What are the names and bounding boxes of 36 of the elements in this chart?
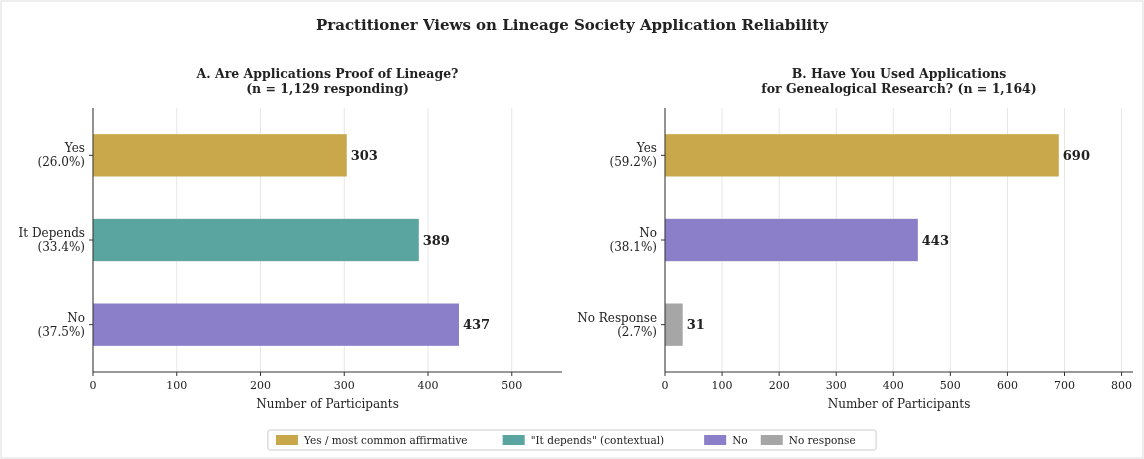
x-tick-label: 0 — [89, 379, 97, 392]
x-tick-label: 500 — [501, 379, 523, 392]
data-label: 690 — [1062, 147, 1090, 163]
x-tick-label: 200 — [250, 379, 271, 392]
legend-label: Yes / most common affirmative — [302, 433, 468, 446]
x-tick-label: 800 — [1111, 379, 1133, 392]
x-tick-label: 600 — [996, 379, 1018, 392]
x-tick-label: 500 — [939, 379, 961, 392]
x-tick-label: 700 — [1054, 379, 1076, 392]
legend-label: No — [732, 433, 748, 446]
data-label: 389 — [422, 232, 450, 248]
x-tick-label: 400 — [417, 379, 439, 392]
legend-label: "It depends" (contextual) — [530, 433, 665, 446]
data-label: 437 — [462, 317, 491, 333]
data-label: 31 — [686, 317, 705, 333]
y-tick-label: It Depends (33.4%) — [18, 226, 85, 254]
x-tick-label: 300 — [825, 379, 847, 392]
x-tick-label: 0 — [661, 379, 669, 392]
y-tick-label: No (37.5%) — [37, 310, 85, 339]
y-tick-label: No Response (2.7%) — [577, 310, 657, 339]
x-tick-label: 300 — [333, 379, 355, 392]
x-tick-label: 200 — [768, 379, 790, 392]
data-label: 443 — [921, 232, 949, 248]
y-tick-label: Yes (59.2%) — [609, 141, 657, 170]
x-axis-title: Number of Participants — [256, 397, 399, 411]
y-tick-label: No (38.1%) — [609, 226, 657, 254]
data-label: 303 — [350, 147, 378, 163]
x-tick-label: 100 — [711, 379, 733, 392]
chart-title: Practitioner Views on Lineage Society Application Reliability — [316, 16, 830, 34]
x-tick-label: 100 — [166, 379, 188, 392]
chart-subtitle: A. Are Applications Proof of Lineage? (n = 1,129 responding) — [195, 66, 459, 96]
x-axis-title: Number of Participants — [827, 397, 971, 411]
x-tick-label: 400 — [882, 379, 904, 392]
y-tick-label: Yes (26.0%) — [37, 141, 85, 170]
legend-label: No response — [788, 433, 856, 446]
chart-subtitle: B. Have You Used Applications for Genealogical Research? (n = 1,164) — [761, 66, 1037, 96]
